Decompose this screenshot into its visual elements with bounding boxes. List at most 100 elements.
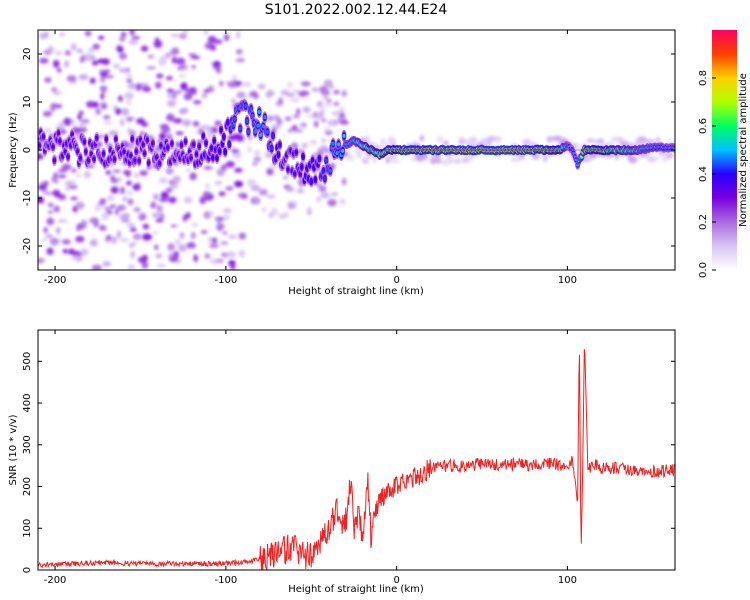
- ridge-core: [137, 158, 141, 163]
- noise-blob: [150, 201, 157, 209]
- ridge-core: [220, 141, 225, 146]
- noise-blob: [51, 86, 58, 93]
- noise-blob: [363, 135, 371, 141]
- ridge-core: [341, 148, 345, 153]
- noise-blob: [110, 186, 119, 194]
- noise-blob: [277, 213, 288, 219]
- noise-blob: [95, 205, 100, 212]
- noise-blob: [228, 234, 237, 239]
- noise-blob: [253, 150, 261, 157]
- noise-blob: [101, 212, 110, 221]
- ridge-core: [78, 155, 82, 160]
- ridge-core: [278, 142, 282, 147]
- noise-blob: [142, 223, 150, 230]
- noise-blob: [258, 188, 268, 196]
- noise-blob: [296, 188, 305, 194]
- noise-blob: [77, 114, 82, 120]
- noise-blob: [153, 40, 163, 49]
- noise-blob: [75, 174, 82, 178]
- noise-blob: [159, 55, 168, 62]
- noise-blob: [83, 170, 91, 179]
- noise-blob: [61, 163, 72, 171]
- noise-blob: [165, 187, 173, 193]
- noise-blob: [75, 255, 83, 262]
- snr-y-label: SNR (10 * v/v): [8, 414, 19, 485]
- noise-blob: [171, 92, 177, 100]
- x-tick-label: -200: [44, 275, 67, 286]
- noise-blob: [91, 60, 99, 66]
- noise-blob: [356, 150, 362, 158]
- noise-blob: [39, 32, 47, 40]
- noise-blob: [89, 217, 99, 224]
- noise-blob: [213, 39, 223, 44]
- ridge-core: [265, 130, 270, 135]
- noise-blob: [47, 45, 55, 52]
- noise-blob: [234, 168, 243, 173]
- ridge-core: [142, 151, 147, 156]
- noise-blob: [39, 57, 49, 64]
- noise-blob: [171, 56, 177, 64]
- noise-blob: [207, 236, 213, 243]
- noise-blob: [235, 81, 243, 86]
- noise-blob: [284, 116, 292, 122]
- noise-blob: [78, 74, 89, 81]
- noise-blob: [42, 111, 53, 117]
- ridge-core: [166, 145, 170, 150]
- noise-blob: [345, 154, 355, 162]
- noise-blob: [158, 198, 169, 203]
- noise-blob: [152, 212, 160, 218]
- noise-blob: [253, 156, 262, 162]
- noise-blob: [130, 250, 135, 259]
- noise-blob: [204, 253, 211, 259]
- noise-blob: [246, 179, 257, 187]
- noise-blob: [138, 213, 144, 219]
- noise-blob: [99, 70, 108, 78]
- noise-blob: [178, 33, 187, 40]
- x-tick-label: 0: [393, 575, 399, 586]
- noise-blob: [156, 263, 166, 268]
- noise-blob: [316, 101, 323, 108]
- noise-blob: [129, 30, 135, 36]
- noise-blob: [136, 118, 146, 125]
- ridge-core: [145, 138, 149, 143]
- noise-blob: [134, 172, 139, 179]
- noise-blob: [414, 153, 423, 161]
- ridge-core: [238, 126, 242, 131]
- noise-blob: [165, 167, 174, 175]
- noise-blob: [210, 44, 216, 51]
- noise-blob: [166, 88, 175, 93]
- ridge-core: [183, 139, 188, 144]
- noise-blob: [67, 248, 76, 255]
- ridge-core: [244, 104, 248, 109]
- noise-blob: [280, 89, 290, 96]
- noise-blob: [313, 120, 319, 128]
- noise-blob: [56, 67, 62, 73]
- noise-blob: [54, 205, 60, 209]
- noise-blob: [140, 45, 149, 52]
- noise-blob: [446, 155, 453, 159]
- noise-blob: [214, 181, 223, 185]
- ridge-core: [204, 141, 208, 146]
- noise-blob: [49, 105, 57, 112]
- y-tick-label: 500: [22, 352, 33, 371]
- ridge-core: [328, 168, 332, 173]
- noise-blob: [44, 77, 52, 83]
- noise-blob: [166, 113, 175, 122]
- noise-blob: [203, 30, 209, 35]
- noise-blob: [225, 161, 235, 168]
- ridge-core: [192, 142, 196, 147]
- noise-blob: [62, 248, 68, 254]
- noise-blob: [321, 137, 326, 143]
- ridge-core: [70, 132, 74, 137]
- noise-blob: [71, 180, 76, 187]
- ridge-core: [66, 154, 70, 159]
- ridge-core: [95, 135, 99, 140]
- noise-blob: [80, 219, 88, 227]
- noise-blob: [178, 244, 187, 253]
- noise-blob: [103, 114, 111, 120]
- noise-blob: [160, 191, 169, 200]
- noise-blob: [77, 126, 88, 133]
- noise-blob: [120, 186, 125, 195]
- noise-blob: [519, 154, 525, 159]
- noise-blob: [333, 90, 340, 95]
